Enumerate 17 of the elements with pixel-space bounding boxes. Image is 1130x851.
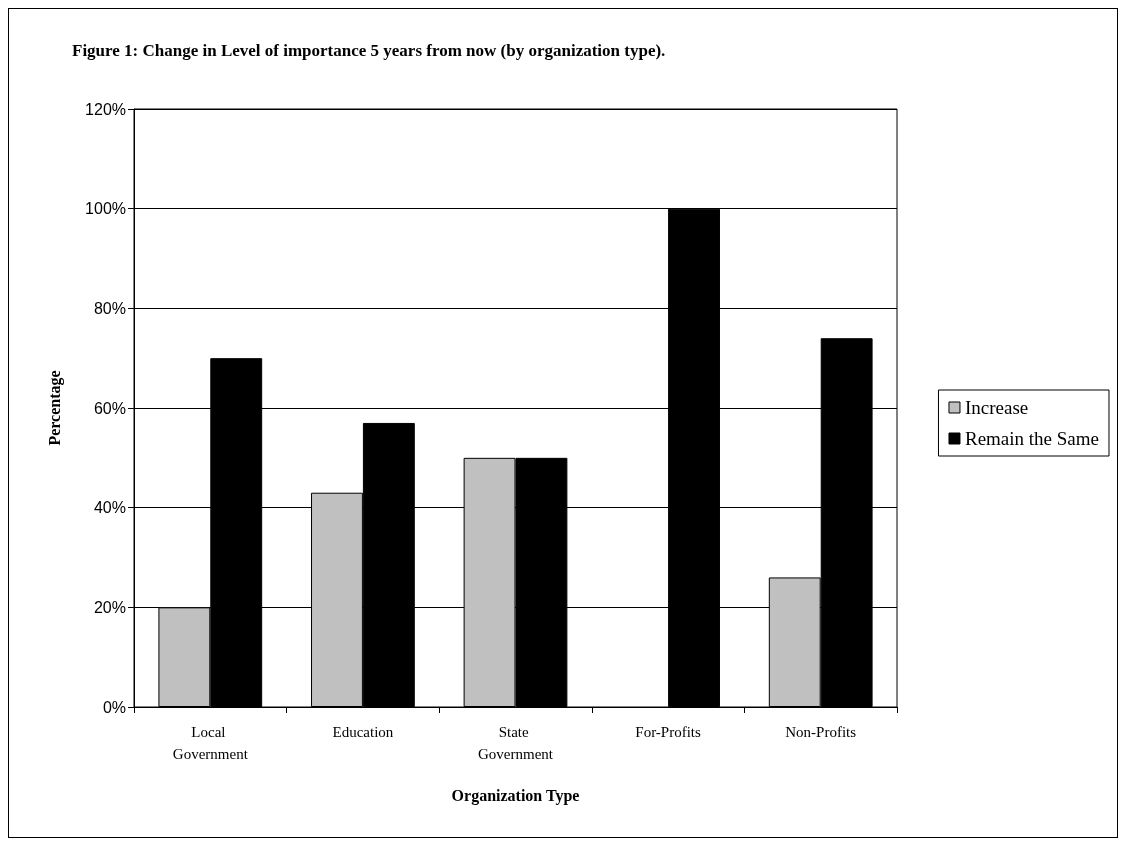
y-tick-label: 100% xyxy=(85,200,126,218)
x-tick-label: Education xyxy=(332,724,394,740)
y-tick-label: 120% xyxy=(85,100,126,118)
y-tick-label: 0% xyxy=(102,698,126,716)
x-tick-label: State Government xyxy=(478,724,554,762)
y-tick-label: 60% xyxy=(93,399,126,417)
x-tick-label: Local Government xyxy=(172,724,249,762)
legend-label: Remain the Same xyxy=(964,428,1100,449)
x-tick-label: For-Profits xyxy=(635,724,702,740)
y-axis-title: Percentage xyxy=(45,370,64,446)
y-tick-label: 80% xyxy=(93,299,126,317)
legend-label: Increase xyxy=(964,397,1029,418)
chart-title: Figure 1: Change in Level of importance 5 years from now (by organization type). xyxy=(72,41,666,60)
y-tick-label: 40% xyxy=(93,499,126,517)
x-tick-label: Non-Profits xyxy=(785,724,857,740)
x-axis-title: Organization Type xyxy=(451,786,580,805)
y-tick-label: 20% xyxy=(93,598,126,616)
